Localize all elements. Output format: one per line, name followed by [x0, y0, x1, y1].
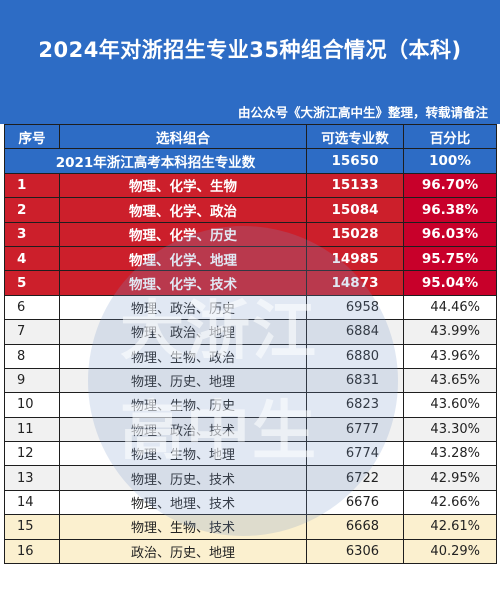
row-count: 6676 — [306, 489, 404, 516]
table-row: 6 物理、政治、历史 6958 44.46% — [4, 294, 497, 321]
row-combination: 物理、化学、历史 — [59, 221, 307, 247]
table-row: 5 物理、化学、技术 14873 95.04% — [4, 270, 497, 296]
row-percent: 40.29% — [403, 538, 497, 565]
row-percent: 96.03% — [403, 221, 497, 247]
row-index: 5 — [4, 270, 60, 296]
table-row: 12 物理、生物、地理 6774 43.28% — [4, 441, 497, 467]
table-row: 3 物理、化学、历史 15028 96.03% — [4, 221, 497, 247]
row-count: 6774 — [306, 441, 404, 467]
summary-percent: 100% — [403, 148, 497, 174]
page-title: 2024年对浙招生专业35种组合情况（本科) — [38, 38, 462, 62]
row-percent: 43.96% — [403, 343, 497, 369]
row-index: 12 — [4, 441, 60, 467]
table-row: 14 物理、地理、技术 6676 42.66% — [4, 489, 497, 516]
column-header-percent: 百分比 — [403, 123, 497, 150]
row-count: 6722 — [306, 465, 404, 491]
row-count: 6306 — [306, 538, 404, 565]
row-combination: 政治、历史、地理 — [59, 538, 307, 565]
source-note: 由公众号《大浙江高中生》整理，转载请备注 — [237, 105, 488, 120]
row-percent: 43.28% — [403, 441, 497, 467]
row-combination: 物理、化学、技术 — [59, 270, 307, 296]
combination-table: 序号 选科组合 可选专业数 百分比 2021年浙江高考本科招生专业数 15650… — [4, 123, 497, 565]
row-count: 14985 — [306, 245, 404, 272]
row-count: 15133 — [306, 172, 404, 199]
row-index: 14 — [4, 489, 60, 516]
table-row: 4 物理、化学、地理 14985 95.75% — [4, 245, 497, 272]
row-combination: 物理、政治、地理 — [59, 319, 307, 345]
row-count: 6884 — [306, 319, 404, 345]
table-row: 8 物理、生物、政治 6880 43.96% — [4, 343, 497, 369]
row-index: 16 — [4, 538, 60, 565]
row-percent: 43.30% — [403, 416, 497, 443]
row-combination: 物理、生物、地理 — [59, 441, 307, 467]
row-index: 2 — [4, 197, 60, 223]
table-row: 13 物理、历史、技术 6722 42.95% — [4, 465, 497, 491]
table-row: 15 物理、生物、技术 6668 42.61% — [4, 514, 497, 540]
row-count: 6668 — [306, 514, 404, 540]
row-index: 11 — [4, 416, 60, 443]
row-index: 13 — [4, 465, 60, 491]
row-combination: 物理、化学、地理 — [59, 245, 307, 272]
row-index: 3 — [4, 221, 60, 247]
table-row: 2 物理、化学、政治 15084 96.38% — [4, 197, 497, 223]
row-count: 6958 — [306, 294, 404, 321]
row-index: 10 — [4, 392, 60, 418]
column-header-count: 可选专业数 — [306, 123, 404, 150]
row-index: 6 — [4, 294, 60, 321]
row-percent: 42.61% — [403, 514, 497, 540]
row-combination: 物理、生物、技术 — [59, 514, 307, 540]
row-count: 6823 — [306, 392, 404, 418]
row-combination: 物理、政治、技术 — [59, 416, 307, 443]
row-combination: 物理、政治、历史 — [59, 294, 307, 321]
table-header-row: 序号 选科组合 可选专业数 百分比 — [4, 123, 497, 150]
row-percent: 43.65% — [403, 367, 497, 394]
row-count: 6880 — [306, 343, 404, 369]
summary-row: 2021年浙江高考本科招生专业数 15650 100% — [4, 148, 497, 174]
row-index: 9 — [4, 367, 60, 394]
row-combination: 物理、历史、地理 — [59, 367, 307, 394]
table-row: 16 政治、历史、地理 6306 40.29% — [4, 538, 497, 565]
row-count: 14873 — [306, 270, 404, 296]
row-combination: 物理、历史、技术 — [59, 465, 307, 491]
table-row: 9 物理、历史、地理 6831 43.65% — [4, 367, 497, 394]
row-percent: 42.95% — [403, 465, 497, 491]
row-percent: 96.70% — [403, 172, 497, 199]
row-index: 1 — [4, 172, 60, 199]
row-percent: 44.46% — [403, 294, 497, 321]
row-combination: 物理、化学、生物 — [59, 172, 307, 199]
header-banner: 2024年对浙招生专业35种组合情况（本科) 由公众号《大浙江高中生》整理，转载… — [0, 0, 500, 124]
row-percent: 95.04% — [403, 270, 497, 296]
row-percent: 42.66% — [403, 489, 497, 516]
table-row: 10 物理、生物、历史 6823 43.60% — [4, 392, 497, 418]
table-row: 7 物理、政治、地理 6884 43.99% — [4, 319, 497, 345]
row-count: 6777 — [306, 416, 404, 443]
row-combination: 物理、化学、政治 — [59, 197, 307, 223]
column-header-index: 序号 — [4, 123, 60, 150]
table-row: 11 物理、政治、技术 6777 43.30% — [4, 416, 497, 443]
summary-label: 2021年浙江高考本科招生专业数 — [4, 148, 307, 174]
row-count: 15084 — [306, 197, 404, 223]
row-percent: 43.60% — [403, 392, 497, 418]
row-index: 4 — [4, 245, 60, 272]
row-percent: 96.38% — [403, 197, 497, 223]
row-percent: 43.99% — [403, 319, 497, 345]
row-index: 8 — [4, 343, 60, 369]
table-row: 1 物理、化学、生物 15133 96.70% — [4, 172, 497, 199]
row-index: 7 — [4, 319, 60, 345]
row-count: 15028 — [306, 221, 404, 247]
row-index: 15 — [4, 514, 60, 540]
row-combination: 物理、生物、历史 — [59, 392, 307, 418]
column-header-combo: 选科组合 — [59, 123, 307, 150]
row-combination: 物理、地理、技术 — [59, 489, 307, 516]
summary-count: 15650 — [306, 148, 404, 174]
row-percent: 95.75% — [403, 245, 497, 272]
row-count: 6831 — [306, 367, 404, 394]
row-combination: 物理、生物、政治 — [59, 343, 307, 369]
